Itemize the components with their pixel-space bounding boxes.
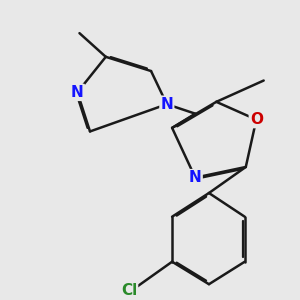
Text: N: N bbox=[160, 97, 173, 112]
Text: N: N bbox=[189, 170, 202, 185]
Text: O: O bbox=[250, 112, 263, 127]
Text: N: N bbox=[71, 85, 84, 100]
Text: Cl: Cl bbox=[121, 283, 137, 298]
